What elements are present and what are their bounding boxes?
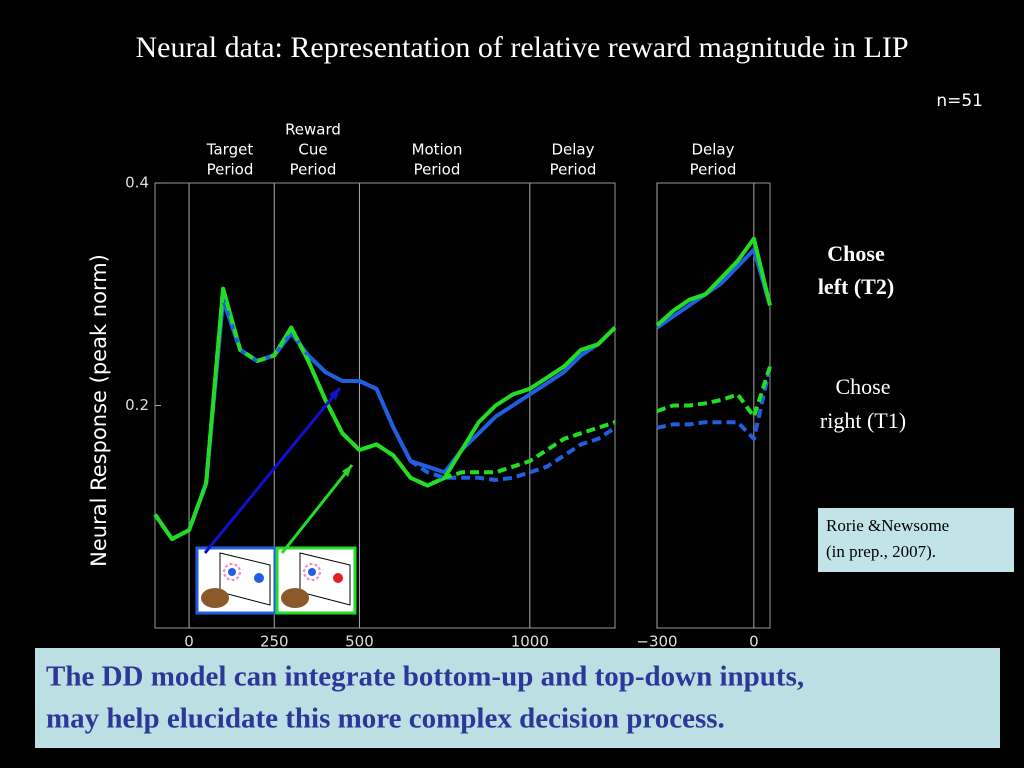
target	[254, 573, 264, 583]
data-line	[153, 286, 616, 541]
citation-box	[818, 508, 1014, 572]
period-label: Period	[414, 161, 461, 179]
period-label: Motion	[412, 141, 463, 159]
side-label: right (T1)	[820, 408, 906, 433]
footer-box	[35, 648, 1000, 748]
target	[308, 568, 316, 576]
period-label: Period	[690, 161, 737, 179]
period-label: Cue	[298, 141, 327, 159]
data-line	[656, 365, 772, 419]
target	[228, 568, 236, 576]
period-label: Target	[206, 141, 254, 159]
target-ring	[303, 563, 321, 581]
side-label: Chose	[827, 241, 885, 266]
arrow-head	[342, 465, 352, 477]
period-label: Delay	[551, 141, 594, 159]
slide-title: Neural data: Representation of relative …	[135, 31, 908, 64]
monkey	[281, 588, 309, 608]
period-label: Reward	[285, 121, 341, 139]
footer-text: may help elucidate this more complex dec…	[46, 703, 725, 735]
x-tick-label: 0	[749, 633, 759, 651]
side-label: Chose	[836, 374, 891, 399]
screen	[219, 552, 271, 606]
inset-icons	[195, 387, 357, 615]
period-label: Delay	[691, 141, 734, 159]
x-tick-label: 0	[184, 633, 194, 651]
citation: (in prep., 2007).	[826, 542, 936, 561]
target-ring	[223, 563, 241, 581]
x-tick-label: 1000	[511, 633, 549, 651]
data-line	[656, 366, 772, 441]
y-tick-label: 0.4	[125, 174, 149, 192]
period-label: Period	[207, 161, 254, 179]
arrow-head	[329, 388, 340, 400]
y-tick-label: 0.2	[125, 396, 149, 414]
side-label: left (T2)	[818, 274, 894, 299]
x-tick-label: 500	[345, 633, 374, 651]
arrow	[203, 387, 342, 554]
arrow	[280, 464, 354, 554]
screen	[299, 552, 351, 606]
monkey	[201, 588, 229, 608]
x-tick-label: 250	[260, 633, 289, 651]
period-label: Period	[290, 161, 337, 179]
y-axis-label: Neural Response (peak norm)	[87, 254, 111, 567]
period-label: Period	[550, 161, 597, 179]
data-line	[655, 236, 772, 327]
data-line	[153, 297, 617, 541]
target	[333, 573, 343, 583]
citation: Rorie &Newsome	[826, 516, 949, 535]
n-label: n=51	[936, 91, 983, 111]
x-tick-label: −300	[636, 633, 677, 651]
footer-text: The DD model can integrate bottom-up and…	[46, 661, 804, 693]
